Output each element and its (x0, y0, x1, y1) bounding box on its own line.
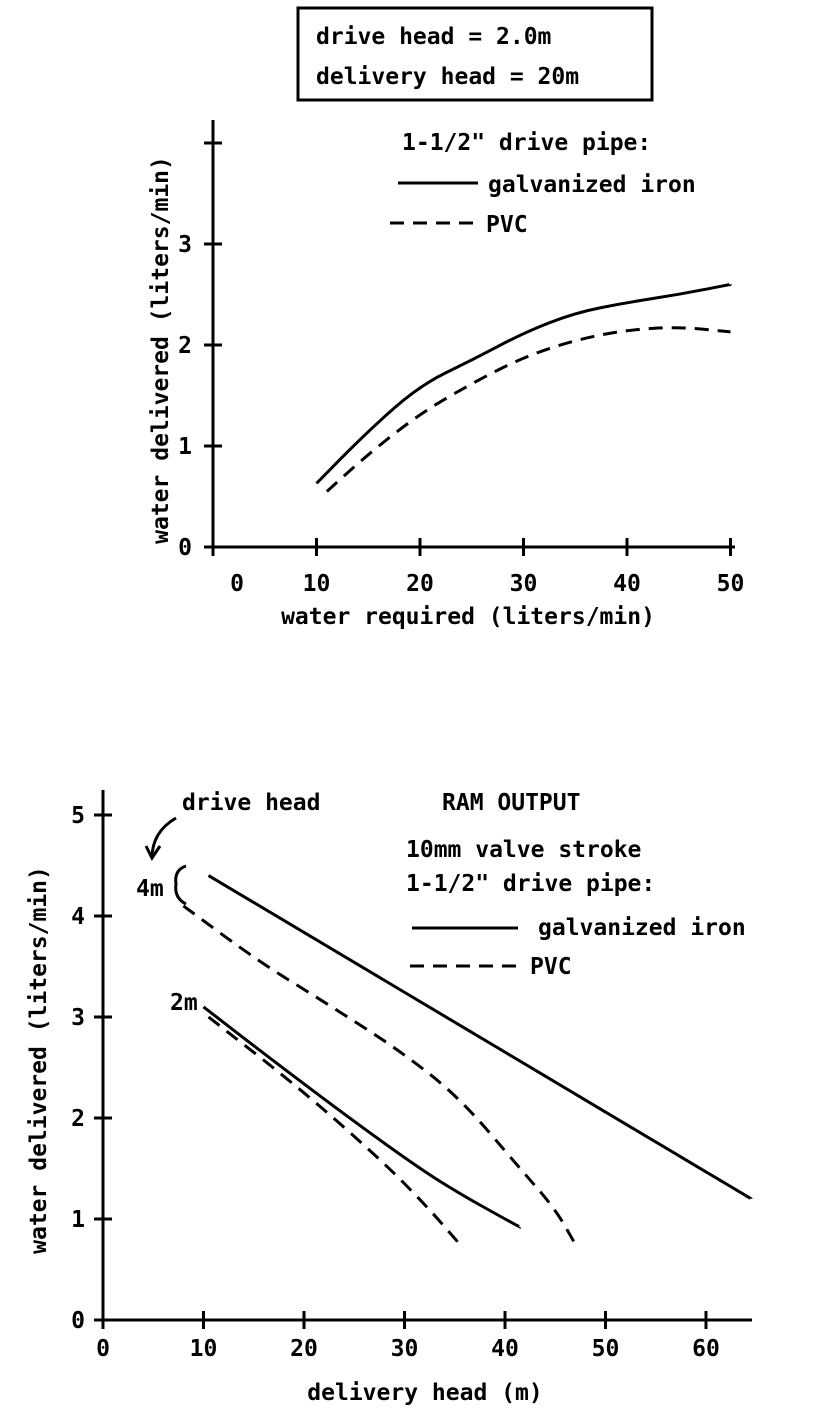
legend-title-1: 10mm valve stroke (406, 837, 641, 863)
y-axis-label: water delivered (liters/min) (148, 156, 174, 544)
bottom-chart: drive head 4m 2m RAM OUTPUT 10mm valve s… (26, 790, 752, 1406)
legend-title: 1-1/2" drive pipe: (402, 130, 651, 156)
x-tick-label: 50 (717, 571, 745, 597)
chart-title: RAM OUTPUT (442, 790, 580, 816)
x-tick-label: 60 (692, 1336, 720, 1362)
series-line-galvanized-iron (315, 282, 731, 485)
y-tick-label: 2 (71, 1106, 85, 1132)
condition-line-1: drive head = 2.0m (316, 24, 551, 50)
x-tick-label: 0 (230, 571, 244, 597)
legend-label-pvc: PVC (530, 954, 572, 980)
y-tick-label: 3 (71, 1005, 85, 1031)
y-tick-label: 5 (71, 803, 85, 829)
x-tick-label: 20 (290, 1336, 318, 1362)
x-tick-label: 30 (510, 571, 538, 597)
x-tick-label: 10 (190, 1336, 218, 1362)
top-chart: drive head = 2.0m delivery head = 20m 1-… (148, 6, 745, 630)
x-tick-label: 10 (303, 571, 331, 597)
y-tick-label: 2 (178, 333, 192, 359)
legend-label-galvanized: galvanized iron (538, 915, 746, 941)
y-tick-label: 0 (178, 535, 192, 561)
x-axis-label: water required (liters/min) (281, 604, 655, 630)
label-4m: 4m (136, 876, 164, 902)
drive-head-label: drive head (182, 790, 320, 816)
y-axis-label: water delivered (liters/min) (26, 866, 52, 1254)
x-axis-label: delivery head (m) (307, 1380, 542, 1406)
legend-title-2: 1-1/2" drive pipe: (406, 871, 655, 897)
legend-label-pvc: PVC (486, 212, 528, 238)
y-tick-label: 1 (178, 434, 192, 460)
x-tick-label: 40 (613, 571, 641, 597)
series-line-pvc-4m-drive-head (182, 904, 577, 1245)
condition-box (296, 6, 654, 102)
series-line-pvc-2m-drive-head (207, 1015, 461, 1246)
x-tick-label: 30 (391, 1336, 419, 1362)
condition-line-2: delivery head = 20m (316, 64, 579, 90)
y-tick-label: 4 (71, 904, 85, 930)
x-tick-label: 50 (592, 1336, 620, 1362)
series-line-galvanized-iron-2m-drive-head (202, 1005, 521, 1229)
series-line-galvanized-iron-4m-drive-head (207, 874, 752, 1201)
x-tick-label: 0 (96, 1336, 110, 1362)
bracket-4m-icon (174, 864, 187, 906)
label-2m: 2m (170, 990, 198, 1016)
y-tick-label: 1 (71, 1207, 85, 1233)
legend-label-galvanized: galvanized iron (488, 172, 696, 198)
drive-head-arrow-icon (144, 816, 177, 861)
x-tick-label: 40 (491, 1336, 519, 1362)
y-tick-label: 0 (71, 1308, 85, 1334)
x-tick-label: 20 (406, 571, 434, 597)
series-line-pvc (325, 326, 731, 493)
y-tick-label: 3 (178, 232, 192, 258)
